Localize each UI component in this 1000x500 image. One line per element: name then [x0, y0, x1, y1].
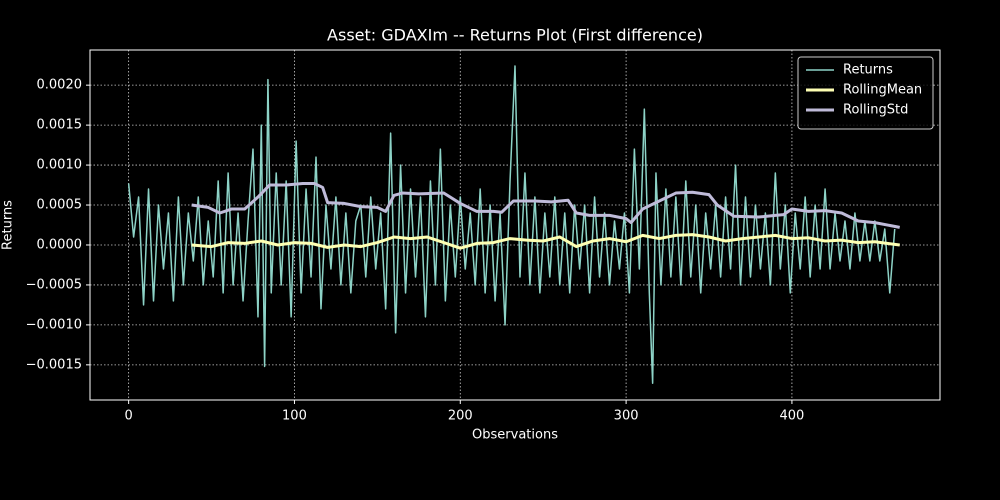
- y-axis-label: Returns: [1, 200, 16, 250]
- legend-label: RollingMean: [843, 83, 922, 98]
- series-line: [191, 181, 900, 229]
- x-tick-label: 100: [282, 409, 307, 424]
- x-tick-label: 0: [124, 409, 132, 424]
- y-tick-label: 0.0010: [37, 158, 83, 173]
- plot-frame: [89, 49, 941, 401]
- x-tick-label: 400: [780, 409, 805, 424]
- x-axis-label: Observations: [472, 428, 558, 443]
- y-tick-label: −0.0015: [26, 357, 82, 372]
- y-tick-label: −0.0005: [26, 277, 82, 292]
- legend-label: Returns: [843, 63, 893, 78]
- y-tick-label: 0.0000: [37, 237, 83, 252]
- y-tick-label: −0.0010: [26, 317, 82, 332]
- series-line: [191, 233, 900, 250]
- chart-title: Asset: GDAXIm -- Returns Plot (First dif…: [327, 26, 703, 45]
- y-tick-label: 0.0020: [37, 78, 83, 93]
- legend-label: RollingStd: [843, 103, 908, 118]
- x-tick-label: 300: [614, 409, 639, 424]
- y-tick-label: 0.0005: [37, 198, 83, 213]
- y-tick-label: 0.0015: [37, 118, 83, 133]
- x-tick-label: 200: [448, 409, 473, 424]
- series-line: [127, 65, 896, 384]
